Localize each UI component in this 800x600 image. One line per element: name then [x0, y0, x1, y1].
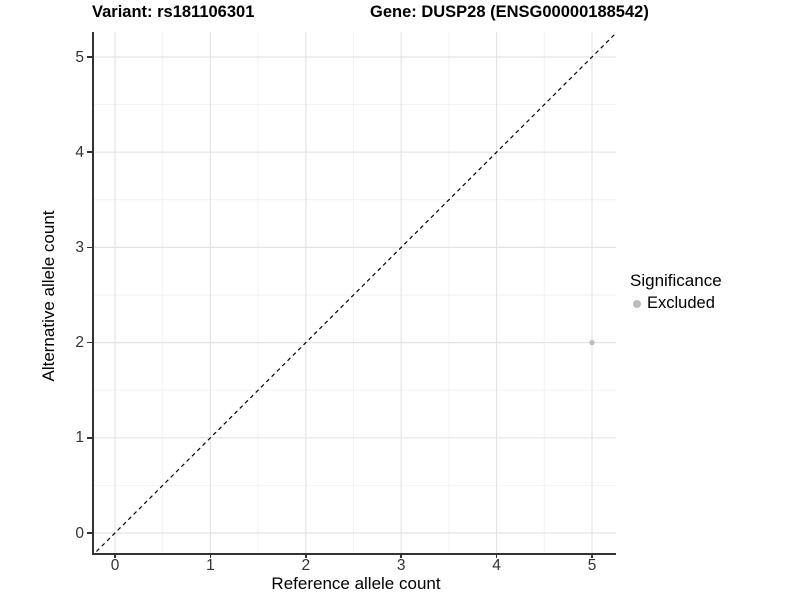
x-axis-line — [92, 553, 616, 555]
y-tick-label: 2 — [75, 334, 84, 352]
legend: Significance Excluded — [630, 271, 722, 313]
x-tick-label: 5 — [587, 557, 597, 574]
plot-title-variant: Variant: rs181106301 — [92, 3, 255, 21]
y-tick-label: 4 — [75, 143, 84, 161]
y-tick-mark — [87, 341, 92, 344]
y-tick-mark — [87, 437, 92, 439]
y-tick-label: 0 — [75, 524, 84, 542]
y-tick-mark — [87, 56, 92, 58]
x-tick-mark — [209, 553, 212, 558]
plot-title-gene: Gene: DUSP28 (ENSG00000188542) — [370, 3, 649, 21]
x-tick-label: 3 — [396, 557, 406, 574]
legend-key-dot-icon — [633, 299, 641, 308]
x-tick-label: 1 — [206, 557, 215, 574]
scatter-plot-area — [93, 32, 616, 553]
y-axis-line — [92, 32, 94, 555]
legend-item-label: Excluded — [647, 294, 715, 312]
y-tick-mark — [87, 151, 92, 153]
y-tick-mark — [87, 246, 92, 249]
x-axis-title: Reference allele count — [271, 574, 441, 593]
x-tick-mark — [114, 553, 116, 558]
x-tick-mark — [495, 553, 498, 558]
y-axis-title: Alternative allele count — [39, 210, 58, 382]
x-tick-mark — [591, 553, 593, 558]
x-tick-label: 0 — [110, 557, 120, 574]
y-tick-label: 3 — [75, 238, 84, 256]
y-tick-label: 1 — [75, 429, 84, 447]
y-tick-mark — [87, 532, 92, 534]
y-tick-label: 5 — [75, 48, 84, 66]
legend-title: Significance — [630, 271, 722, 290]
identity-reference-line — [94, 32, 616, 553]
x-tick-label: 4 — [492, 557, 501, 574]
data-point — [589, 340, 595, 346]
x-tick-mark — [305, 553, 307, 558]
plot-panel — [93, 32, 616, 553]
legend-item-excluded: Excluded — [633, 294, 722, 313]
x-tick-label: 2 — [301, 557, 311, 574]
x-tick-mark — [400, 553, 402, 558]
